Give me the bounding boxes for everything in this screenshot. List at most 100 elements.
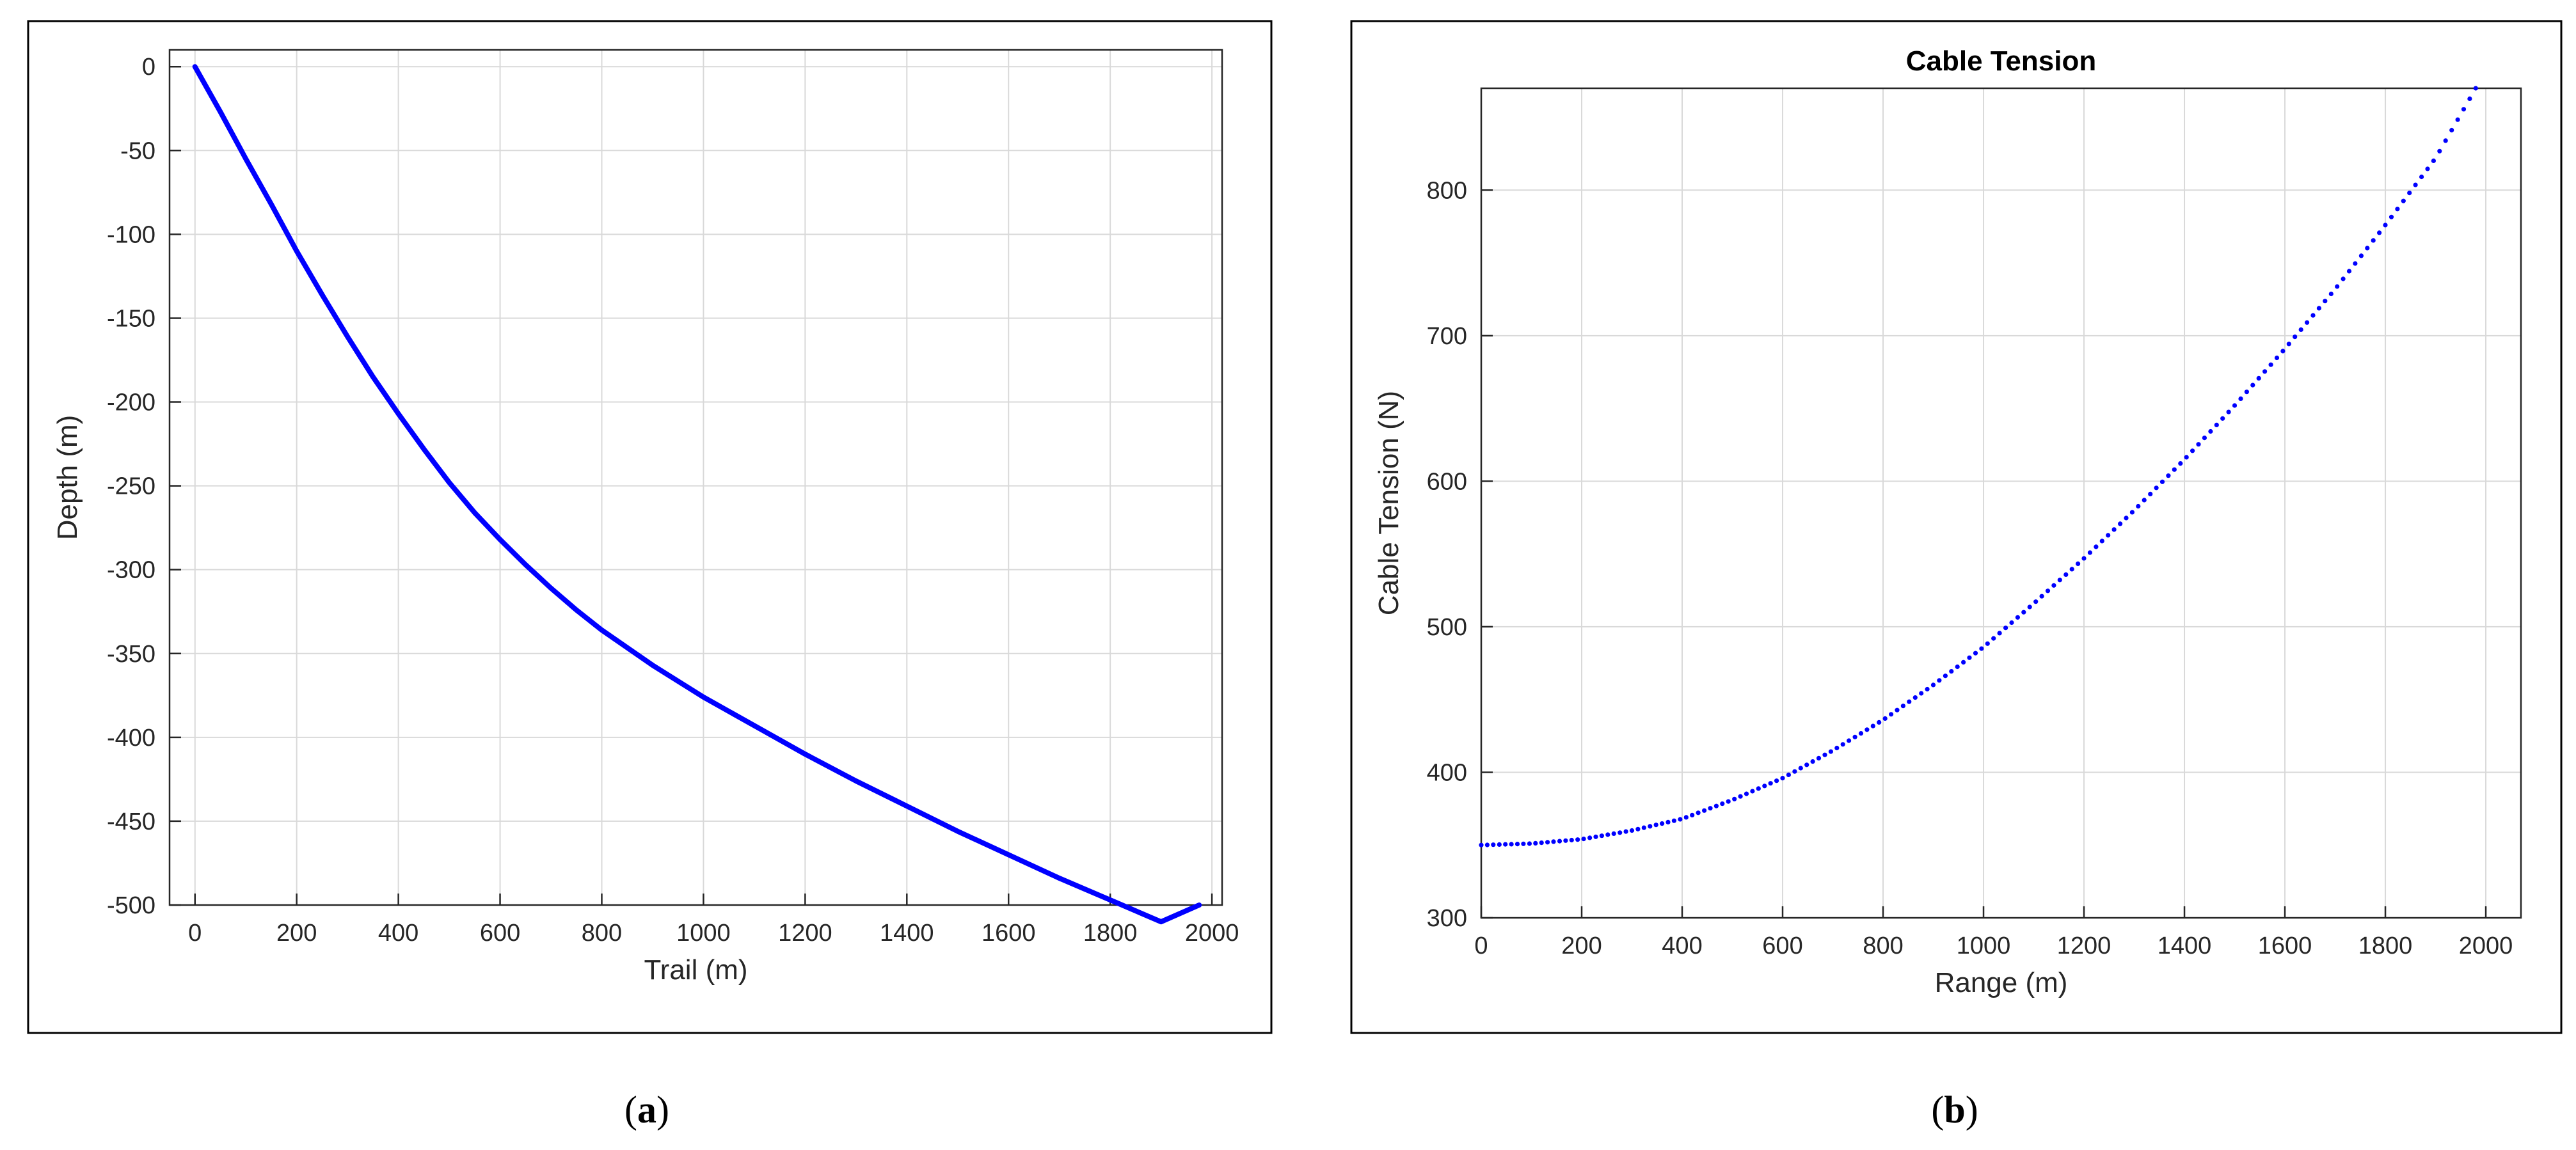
x-tick-label: 1800 xyxy=(2358,933,2413,959)
data-point xyxy=(1641,825,1646,830)
data-point xyxy=(2069,567,2074,572)
y-axis-label: Cable Tension (N) xyxy=(1373,391,1404,615)
data-point xyxy=(1973,650,1978,656)
x-axis-label: Trail (m) xyxy=(644,954,747,986)
data-point xyxy=(2467,96,2472,101)
data-point xyxy=(2051,583,2056,588)
data-point xyxy=(1515,842,1520,847)
x-tick-label: 1200 xyxy=(778,920,832,947)
data-point xyxy=(1629,828,1635,833)
data-point xyxy=(1599,833,1604,839)
data-point xyxy=(2220,416,2225,421)
data-point xyxy=(1840,742,1845,747)
data-point xyxy=(1497,842,1502,847)
data-point xyxy=(2316,306,2321,311)
data-point xyxy=(2094,544,2099,549)
y-tick-label: 0 xyxy=(142,54,155,81)
data-point xyxy=(1720,801,1725,807)
data-point xyxy=(1696,810,1701,815)
data-point xyxy=(2473,86,2478,91)
plot-area xyxy=(170,50,1222,905)
data-point xyxy=(2202,436,2207,441)
data-point xyxy=(2076,561,2081,567)
y-tick-label: 600 xyxy=(1427,468,1467,495)
data-point xyxy=(1912,695,1918,700)
data-point xyxy=(1503,842,1508,847)
data-point xyxy=(1551,839,1556,844)
data-point xyxy=(1569,837,1574,843)
data-point xyxy=(2328,291,2334,297)
data-point xyxy=(2407,191,2412,196)
data-point xyxy=(2172,467,2177,472)
y-tick-label: -350 xyxy=(107,641,155,668)
data-point xyxy=(2214,422,2219,428)
data-point xyxy=(2015,615,2020,620)
x-tick-label: 2000 xyxy=(2459,933,2513,959)
data-point xyxy=(2129,510,2135,515)
data-point xyxy=(2286,342,2291,347)
data-point xyxy=(1678,817,1683,822)
y-tick-label: -250 xyxy=(107,473,155,500)
data-point xyxy=(1991,636,1996,641)
data-point xyxy=(2244,390,2249,395)
data-point xyxy=(2256,375,2261,381)
data-point xyxy=(1900,704,1905,709)
x-tick-label: 1400 xyxy=(2158,933,2212,959)
data-point xyxy=(2280,349,2286,354)
data-point xyxy=(1484,842,1490,847)
data-point xyxy=(2346,269,2352,274)
data-point xyxy=(1611,831,1616,836)
data-point xyxy=(2425,166,2430,171)
data-point xyxy=(1792,769,1797,774)
data-point xyxy=(1774,778,1779,784)
x-axis-label: Range (m) xyxy=(1935,967,2068,998)
x-tick-label: 400 xyxy=(1662,933,1702,959)
data-point xyxy=(2232,403,2238,408)
data-point xyxy=(1919,691,1924,696)
data-point xyxy=(1660,821,1665,826)
chart-title: Cable Tension xyxy=(1906,45,2096,77)
data-point xyxy=(2118,521,2123,526)
data-point xyxy=(2413,182,2418,187)
x-tick-label: 400 xyxy=(378,920,418,947)
y-tick-label: -150 xyxy=(107,305,155,332)
data-point xyxy=(1557,839,1562,844)
data-point xyxy=(2401,198,2406,203)
data-point xyxy=(1533,840,1538,846)
data-point xyxy=(1943,673,1948,679)
data-point xyxy=(2159,479,2165,484)
data-point xyxy=(1816,755,1822,760)
data-point xyxy=(2389,214,2394,219)
data-point xyxy=(2335,284,2340,289)
data-point xyxy=(2087,550,2092,555)
data-point xyxy=(1491,842,1496,847)
data-point xyxy=(2268,362,2273,367)
data-point xyxy=(1955,664,1960,670)
data-point xyxy=(2365,246,2370,251)
data-point xyxy=(2226,409,2231,414)
y-tick-label: 300 xyxy=(1427,905,1467,932)
data-point xyxy=(2148,491,2153,497)
data-point xyxy=(1545,840,1550,845)
series-line xyxy=(192,64,1202,925)
x-tick-label: 2000 xyxy=(1185,920,1239,947)
data-point xyxy=(2274,355,2280,361)
data-point xyxy=(1509,842,1514,847)
chart-b: 0 200 400 600 800 1000 1200 1400 1600 1800 2000 300… xyxy=(1373,45,2522,998)
y-tick-label: -100 xyxy=(107,221,155,248)
data-point xyxy=(1877,720,1882,725)
y-tick-label: 800 xyxy=(1427,177,1467,204)
data-point xyxy=(2461,107,2467,112)
y-tick-label: 500 xyxy=(1427,614,1467,641)
data-point xyxy=(1605,832,1610,837)
data-point xyxy=(1713,803,1719,808)
data-point xyxy=(1768,781,1773,786)
data-point xyxy=(2262,369,2268,374)
data-point xyxy=(2353,261,2358,266)
data-point xyxy=(1648,824,1653,829)
data-point xyxy=(1618,830,1623,835)
data-point xyxy=(2111,527,2117,532)
axes-box xyxy=(168,49,1223,906)
x-tick-label: 1600 xyxy=(2258,933,2312,959)
data-point xyxy=(1847,738,1852,743)
